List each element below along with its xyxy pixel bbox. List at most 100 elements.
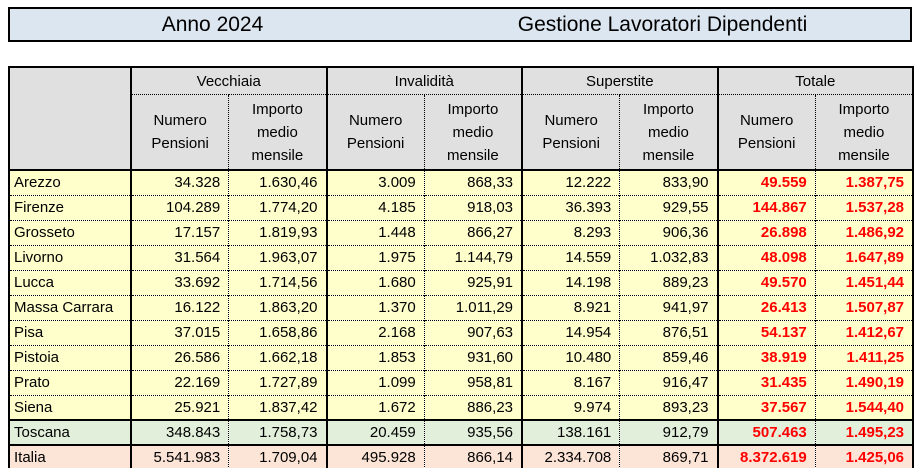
table-cell: 14.198 (521, 269, 620, 295)
table-cell: 1.507,87 (814, 294, 914, 320)
table-cell: 49.559 (716, 169, 816, 195)
pension-table: Vecchiaia Invalidità Superstite Totale N… (8, 66, 915, 468)
table-cell: 906,36 (619, 219, 718, 245)
table-cell: 144.867 (716, 194, 816, 220)
table-cell: 889,23 (619, 269, 718, 295)
sub-header-importo: Importo medio mensile (423, 94, 523, 171)
table-cell: 26.586 (130, 344, 229, 370)
table-cell: 916,47 (619, 369, 718, 395)
table-cell: 34.328 (130, 169, 229, 195)
table-cell: 26.898 (716, 219, 816, 245)
table-cell: 958,81 (423, 369, 523, 395)
title-bar: Anno 2024 Gestione Lavoratori Dipendenti (8, 7, 912, 42)
table-cell: 1.011,29 (423, 294, 523, 320)
table-cell: 866,27 (423, 219, 523, 245)
table-cell: 507.463 (716, 419, 816, 445)
table-cell: 1.863,20 (228, 294, 327, 320)
row-label: Lucca (9, 269, 131, 295)
table-cell: 8.167 (521, 369, 620, 395)
table-cell: 1.758,73 (228, 419, 327, 445)
table-cell: 31.435 (716, 369, 816, 395)
table-cell: 10.480 (521, 344, 620, 370)
table-cell: 17.157 (130, 219, 229, 245)
table-cell: 348.843 (130, 419, 229, 445)
table-cell: 5.541.983 (130, 444, 229, 468)
table-cell: 1.411,25 (814, 344, 914, 370)
sub-header-importo: Importo medio mensile (814, 94, 914, 171)
group-header-superstite: Superstite (521, 67, 718, 95)
table-cell: 1.672 (325, 394, 425, 420)
table-cell: 1.490,19 (814, 369, 914, 395)
table-cell: 886,23 (423, 394, 523, 420)
table-cell: 1.370 (325, 294, 425, 320)
table-row: Livorno 31.564 1.963,07 1.975 1.144,79 14.559… (9, 244, 914, 270)
group-header-vecchiaia: Vecchiaia (130, 67, 327, 95)
table-cell: 931,60 (423, 344, 523, 370)
table-cell: 1.709,04 (228, 444, 327, 468)
table-cell: 1.774,20 (228, 194, 327, 220)
table-cell: 26.413 (716, 294, 816, 320)
row-label: Prato (9, 369, 131, 395)
table-cell: 868,33 (423, 169, 523, 195)
group-header-row: Vecchiaia Invalidità Superstite Totale (9, 67, 914, 171)
table-cell: 49.570 (716, 269, 816, 295)
table-cell: 31.564 (130, 244, 229, 270)
table-row: Toscana 348.843 1.758,73 20.459 935,56 138.16… (9, 419, 914, 445)
row-label: Livorno (9, 244, 131, 270)
table-cell: 37.015 (130, 319, 229, 345)
table-row: Pisa 37.015 1.658,86 2.168 907,63 14.954 876,5… (9, 319, 914, 345)
sub-header-numero: Numero Pensioni (130, 94, 229, 171)
table-cell: 941,97 (619, 294, 718, 320)
table-cell: 859,46 (619, 344, 718, 370)
table-cell: 25.921 (130, 394, 229, 420)
table-cell: 893,23 (619, 394, 718, 420)
table-cell: 38.919 (716, 344, 816, 370)
table-row: Siena 25.921 1.837,42 1.672 886,23 9.974 893,2… (9, 394, 914, 420)
table-cell: 2.168 (325, 319, 425, 345)
table-cell: 104.289 (130, 194, 229, 220)
table-cell: 1.099 (325, 369, 425, 395)
table-cell: 1.032,83 (619, 244, 718, 270)
table-row: Firenze 104.289 1.774,20 4.185 918,03 36.393 9… (9, 194, 914, 220)
table-cell: 1.662,18 (228, 344, 327, 370)
table-cell: 138.161 (521, 419, 620, 445)
table-row: Prato 22.169 1.727,89 1.099 958,81 8.167 916,4… (9, 369, 914, 395)
sub-header-importo: Importo medio mensile (228, 94, 327, 171)
row-label: Italia (9, 444, 131, 468)
table-cell: 22.169 (130, 369, 229, 395)
row-label: Pisa (9, 319, 131, 345)
table-cell: 3.009 (325, 169, 425, 195)
table-cell: 1.975 (325, 244, 425, 270)
table-cell: 8.293 (521, 219, 620, 245)
table-cell: 1.544,40 (814, 394, 914, 420)
table-cell: 1.451,44 (814, 269, 914, 295)
row-label: Arezzo (9, 169, 131, 195)
table-cell: 833,90 (619, 169, 718, 195)
row-label: Firenze (9, 194, 131, 220)
row-label: Grosseto (9, 219, 131, 245)
table-row: Italia 5.541.983 1.709,04 495.928 866,14 2.33… (9, 444, 914, 468)
row-label: Siena (9, 394, 131, 420)
table-cell: 1.727,89 (228, 369, 327, 395)
table-cell: 48.098 (716, 244, 816, 270)
table-cell: 1.412,67 (814, 319, 914, 345)
table-cell: 912,79 (619, 419, 718, 445)
table-cell: 1.144,79 (423, 244, 523, 270)
table-cell: 1.387,75 (814, 169, 914, 195)
sub-header-importo: Importo medio mensile (619, 94, 718, 171)
table-cell: 4.185 (325, 194, 425, 220)
table-cell: 1.495,23 (814, 419, 914, 445)
row-label: Toscana (9, 419, 131, 445)
table-cell: 1.963,07 (228, 244, 327, 270)
table-cell: 33.692 (130, 269, 229, 295)
row-label: Massa Carrara (9, 294, 131, 320)
table-cell: 1.647,89 (814, 244, 914, 270)
table-cell: 1.425,06 (814, 444, 914, 468)
table-cell: 14.559 (521, 244, 620, 270)
group-header-invalidita: Invalidità (325, 67, 523, 95)
row-label: Pistoia (9, 344, 131, 370)
table-cell: 1.537,28 (814, 194, 914, 220)
table-cell: 1.819,93 (228, 219, 327, 245)
sub-header-numero: Numero Pensioni (521, 94, 620, 171)
table-cell: 869,71 (619, 444, 718, 468)
